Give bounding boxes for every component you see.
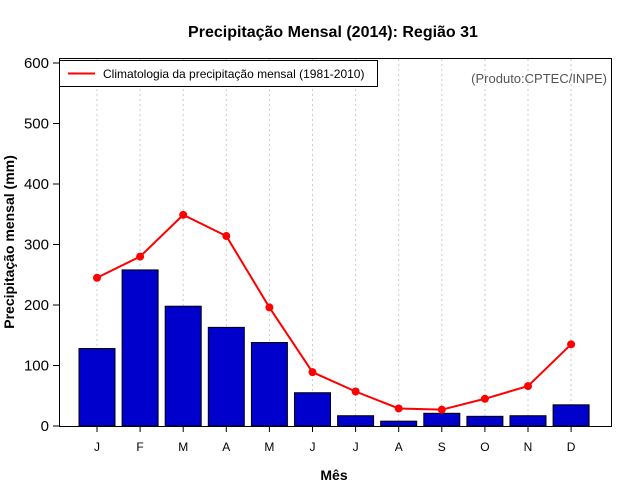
bar xyxy=(78,348,116,427)
bar xyxy=(121,269,159,427)
legend-label: Climatologia da precipitação mensal (198… xyxy=(103,67,364,81)
bar xyxy=(207,326,245,427)
x-tick-label: F xyxy=(136,440,143,454)
climatology-point xyxy=(437,405,446,414)
climatology-point xyxy=(265,303,274,312)
x-tick-label: O xyxy=(480,440,489,454)
bar xyxy=(294,392,331,427)
x-tick-label: N xyxy=(524,440,533,454)
plot-frame xyxy=(59,58,612,427)
y-tick-label: 200 xyxy=(24,297,49,314)
x-tick-label: J xyxy=(310,440,316,454)
bar xyxy=(466,415,504,427)
bar xyxy=(423,412,461,427)
bar xyxy=(509,415,547,427)
climatology-point xyxy=(394,404,403,413)
bar xyxy=(552,404,590,427)
climatology-point xyxy=(480,394,489,403)
legend-box xyxy=(59,60,378,87)
y-tick-label: 0 xyxy=(41,418,49,435)
x-tick-label: M xyxy=(178,440,188,454)
legend: Climatologia da precipitação mensal (198… xyxy=(59,60,378,87)
chart-title: Precipitação Mensal (2014): Região 31 xyxy=(188,24,478,41)
y-tick-label: 100 xyxy=(24,358,49,375)
bar xyxy=(164,305,202,427)
x-tick-label: A xyxy=(395,440,403,454)
y-axis-label: Precipitação mensal (mm) xyxy=(1,155,17,329)
climatology-point xyxy=(222,232,231,241)
x-tick-label: J xyxy=(94,440,100,454)
bars xyxy=(78,269,590,427)
x-tick-label: M xyxy=(264,440,274,454)
climatology-polyline xyxy=(96,213,572,411)
bar xyxy=(380,420,418,427)
x-tick-label: S xyxy=(438,440,446,454)
y-tick-label: 500 xyxy=(24,116,49,133)
y-axis: 0 100 200 300 400 500 600 xyxy=(24,55,59,435)
y-tick-label: 300 xyxy=(24,237,49,254)
climatology-point xyxy=(179,210,188,219)
y-tick-label: 600 xyxy=(24,55,49,72)
climatology-point xyxy=(308,368,317,377)
climatology-point xyxy=(136,252,145,261)
climatology-point xyxy=(567,340,576,349)
x-axis-label: Mês xyxy=(320,467,347,483)
x-tick-label: J xyxy=(353,440,359,454)
climatology-point xyxy=(93,273,101,282)
climatology-point xyxy=(524,382,532,391)
bar xyxy=(337,415,375,427)
climatology-line xyxy=(93,210,576,414)
y-tick-label: 400 xyxy=(24,176,49,193)
x-tick-label: D xyxy=(567,440,576,454)
bar xyxy=(250,342,288,427)
x-tick-label: A xyxy=(222,440,230,454)
source-credit: (Produto:CPTEC/INPE) xyxy=(471,71,607,86)
climatology-point xyxy=(351,387,360,396)
